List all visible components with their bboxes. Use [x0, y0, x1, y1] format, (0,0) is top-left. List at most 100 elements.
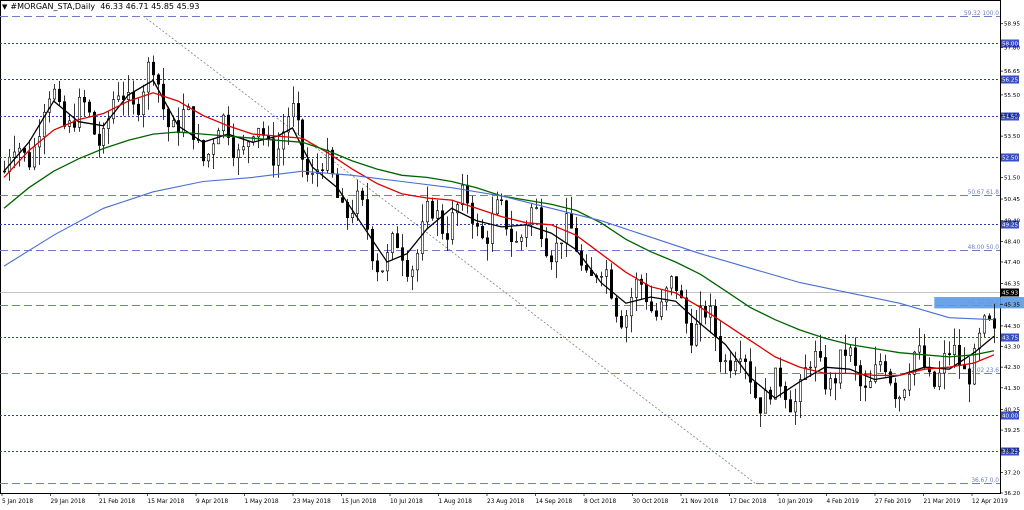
level-badge	[1001, 39, 1019, 48]
candle	[207, 153, 211, 168]
candle	[897, 395, 901, 412]
candle	[654, 303, 658, 321]
candle	[803, 354, 807, 380]
current-price-label: 45.93	[1002, 291, 1018, 297]
candle	[435, 199, 439, 237]
ohlc-readout: 46.33 46.71 45.85 45.93	[100, 2, 200, 11]
candle	[380, 270, 384, 273]
chart-title: ▼ #MORGAN_STA,Daily 46.33 46.71 45.85 45.…	[2, 2, 199, 11]
target-zone	[934, 297, 1024, 309]
y-tick-label: 50.45	[1004, 197, 1020, 203]
candle	[843, 334, 847, 374]
candle	[360, 187, 364, 206]
candle	[942, 340, 946, 390]
y-tick-label: 57.80	[1004, 45, 1020, 51]
moving-average-line	[3, 170, 995, 321]
candle	[132, 80, 136, 115]
candle	[27, 139, 31, 170]
level-badge-label: 43.75	[1002, 336, 1018, 342]
candle	[2, 160, 7, 174]
triangle-down-icon[interactable]: ▼	[2, 3, 8, 11]
fib-level-label: 42.02 23.6	[968, 368, 1000, 374]
candle	[957, 329, 961, 379]
x-tick-label: 14 Sep 2018	[536, 499, 573, 505]
candle	[355, 179, 359, 221]
x-tick-label: 9 Apr 2018	[196, 499, 228, 505]
candle	[17, 142, 21, 167]
candle	[237, 143, 241, 176]
candle	[559, 242, 563, 259]
level-badge	[1001, 112, 1019, 121]
level-badge-label: 40.00	[1002, 414, 1018, 420]
candle	[375, 253, 379, 282]
candle	[728, 352, 732, 378]
candle	[305, 147, 309, 182]
candle	[883, 354, 887, 377]
candle	[937, 360, 941, 391]
candle	[902, 388, 906, 401]
candle	[778, 357, 782, 398]
x-tick-label: 23 May 2018	[293, 499, 331, 505]
candle	[42, 103, 46, 155]
y-tick-label: 46.35	[1004, 282, 1020, 288]
candle	[330, 146, 334, 178]
candle	[450, 199, 454, 245]
candle	[624, 310, 628, 343]
candle	[395, 226, 399, 249]
candle	[98, 121, 102, 158]
candle	[420, 204, 424, 261]
y-tick-label: 48.40	[1004, 239, 1020, 245]
candle	[649, 285, 653, 313]
x-tick-label: 4 Feb 2019	[827, 499, 860, 505]
y-tick-label: 51.50	[1004, 175, 1020, 181]
candle	[335, 168, 339, 199]
candle	[868, 370, 872, 389]
candle	[793, 388, 797, 425]
fib-level-label: 48.00 50.0	[968, 245, 1000, 251]
candle	[878, 353, 882, 372]
candle	[828, 372, 832, 397]
moving-average-line	[3, 79, 995, 399]
y-tick-label: 38.25	[1004, 449, 1020, 455]
candle	[718, 321, 722, 373]
candle	[763, 377, 767, 414]
level-badge-label: 52.50	[1002, 156, 1018, 162]
y-tick-label: 43.30	[1004, 345, 1020, 351]
candle	[247, 140, 251, 164]
candle	[539, 198, 543, 248]
y-tick-label: 55.50	[1004, 93, 1020, 99]
candle	[529, 203, 533, 236]
y-tick-label: 54.50	[1004, 114, 1020, 120]
y-tick-label: 37.20	[1004, 470, 1020, 476]
candle	[430, 197, 434, 221]
candle	[818, 334, 822, 362]
candle	[893, 377, 897, 408]
x-tick-label: 15 Mar 2018	[148, 499, 185, 505]
candle	[694, 310, 698, 347]
candle	[977, 327, 981, 361]
candle	[88, 99, 92, 117]
fib-trendline	[143, 15, 756, 484]
candle	[445, 216, 449, 251]
candle	[838, 349, 842, 389]
candle	[460, 173, 464, 211]
candle	[544, 227, 548, 258]
candle	[256, 127, 260, 149]
y-tick-label: 44.30	[1004, 324, 1020, 330]
level-badge-label: 56.25	[1002, 78, 1018, 84]
level-badge	[1001, 447, 1019, 456]
candle	[674, 276, 678, 300]
candle	[748, 348, 752, 395]
candle	[982, 314, 986, 338]
moving-average-line	[3, 92, 995, 377]
x-tick-label: 1 May 2018	[245, 499, 279, 505]
level-badge	[1001, 75, 1019, 84]
candle	[212, 138, 216, 169]
x-tick-label: 12 Apr 2019	[972, 499, 1008, 505]
candle	[509, 210, 513, 257]
candle	[738, 340, 742, 373]
candle	[549, 250, 553, 270]
candle	[232, 123, 236, 167]
candle	[808, 361, 812, 377]
